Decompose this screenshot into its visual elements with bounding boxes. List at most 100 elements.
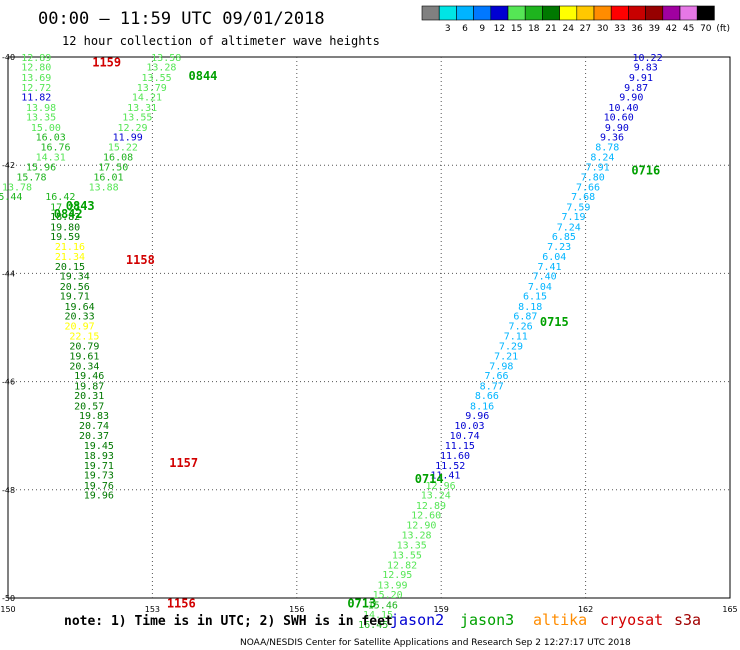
swh-point: 9.96 (465, 411, 489, 422)
color-scale-legend: 3 6 9 12 15 18 21 24 27 30 33 36 39 42 45 70 (ft) (421, 5, 730, 34)
swh-point: 8.66 (475, 391, 499, 402)
footer-note: note: 1) Time is in UTC; 2) SWH is in fe… (64, 614, 393, 629)
swh-point: 10.40 (608, 103, 638, 114)
swh-point: 19.83 (79, 411, 109, 422)
swh-point: 20.15 (55, 262, 85, 273)
swh-point: 13.55 (122, 113, 152, 124)
x-tick-label: 165 (722, 605, 737, 614)
swh-point: 14.31 (36, 153, 66, 164)
swh-point: 7.04 (528, 282, 552, 293)
swh-point: 10.22 (633, 53, 663, 64)
swh-point: 11.60 (440, 451, 470, 462)
swh-point: 16.03 (36, 133, 66, 144)
swh-point: 19.64 (65, 302, 95, 313)
legend-swatch (593, 5, 612, 21)
swh-point: 10.03 (454, 421, 484, 432)
legend-swatch (490, 5, 509, 21)
swh-point: 12.90 (406, 520, 436, 531)
swh-point: 13.69 (21, 73, 51, 84)
swh-point: 8.16 (470, 401, 494, 412)
swh-point: 19.80 (50, 222, 80, 233)
swh-point: 7.40 (533, 272, 557, 283)
swh-point: 11.41 (430, 471, 460, 482)
legend-label: 9 (479, 24, 485, 34)
swh-point: 7.66 (484, 371, 508, 382)
swh-point: 13.99 (377, 580, 407, 591)
swh-point: 7.66 (576, 182, 600, 193)
pass-time-label: 1159 (92, 55, 121, 69)
swh-point: 13.98 (26, 103, 56, 114)
legend-swatch (628, 5, 646, 21)
x-tick-label: 153 (145, 605, 160, 614)
swh-point: 9.36 (600, 133, 624, 144)
legend-label: 36 (631, 24, 643, 34)
axis-tick-labels: 150 153 156 159 162 165 -40 -42 -44 -46 -48 -50 (0, 53, 737, 614)
swh-point: 19.87 (74, 381, 104, 392)
legend-label: 6 (462, 24, 468, 34)
swh-point: 22.15 (69, 332, 99, 343)
swh-point: 7.68 (571, 192, 595, 203)
legend-unit: (ft) (716, 24, 730, 34)
swh-point: 8.78 (595, 142, 619, 153)
legend-swatch (507, 5, 526, 21)
swh-point: 19.45 (84, 441, 114, 452)
swh-point: 13.28 (401, 531, 431, 542)
swh-point: 11.15 (445, 441, 475, 452)
satellite-legend: jason2 jason3 altika cryosat s3a (390, 611, 701, 629)
swh-point: 19.71 (84, 461, 114, 472)
chart-title: 00:00 – 11:59 UTC 09/01/2018 (38, 9, 325, 29)
swh-point: 16.45 (358, 620, 388, 631)
legend-swatch (679, 5, 698, 21)
swh-point: 18.93 (84, 451, 114, 462)
swh-point: 7.98 (489, 361, 513, 372)
swh-point: 12.96 (426, 481, 456, 492)
swh-point: 7.24 (557, 222, 581, 233)
legend-label: 33 (614, 24, 625, 34)
swh-point: 12.89 (416, 501, 446, 512)
legend-label: 3 (445, 24, 451, 34)
y-tick-label: -44 (2, 269, 15, 278)
swh-point: 8.24 (590, 153, 614, 164)
x-tick-label: 159 (434, 605, 449, 614)
swh-point: 20.33 (65, 312, 95, 323)
swh-point: 7.23 (547, 242, 571, 253)
legend-swatch (645, 5, 664, 21)
pass-time-label: 0842 (54, 207, 83, 221)
swh-point: 7.26 (509, 321, 533, 332)
grid-lines (8, 57, 730, 598)
legend-label: 12 (494, 24, 505, 34)
swh-point: 15.78 (16, 173, 46, 184)
legend-swatch (662, 5, 681, 21)
swh-point: 13.78 (2, 182, 32, 193)
swh-point: 7.21 (494, 352, 518, 363)
legend-swatch (473, 5, 492, 21)
swh-point: 6.04 (542, 252, 566, 263)
swh-point: 13.58 (151, 53, 181, 64)
swh-point: 15.00 (31, 123, 61, 134)
satellite-label: jason2 (390, 611, 444, 629)
swh-point: 12.72 (21, 83, 51, 94)
legend-label: 39 (648, 24, 660, 34)
legend-swatch (576, 5, 595, 21)
swh-point: 7.11 (504, 332, 528, 343)
swh-point: 20.74 (79, 421, 109, 432)
swh-point: 20.37 (79, 431, 109, 442)
legend-label: 21 (545, 24, 556, 34)
swh-point: 15.44 (0, 192, 22, 203)
swh-point: 9.87 (624, 83, 648, 94)
chart-subtitle: 12 hour collection of altimeter wave hei… (62, 34, 380, 48)
swh-point: 21.16 (55, 242, 85, 253)
swh-point: 9.91 (629, 73, 653, 84)
swh-point: 10.74 (450, 431, 480, 442)
pass-time-label: 1156 (167, 596, 196, 610)
swh-point: 7.41 (537, 262, 561, 273)
y-tick-label: -50 (2, 594, 15, 603)
swh-point: 7.19 (562, 212, 586, 223)
swh-point: 13.79 (137, 83, 167, 94)
swh-point: 13.35 (26, 113, 56, 124)
swh-point: 16.01 (93, 173, 123, 184)
swh-point: 15.20 (373, 590, 403, 601)
pass-time-label: 1157 (169, 456, 198, 470)
